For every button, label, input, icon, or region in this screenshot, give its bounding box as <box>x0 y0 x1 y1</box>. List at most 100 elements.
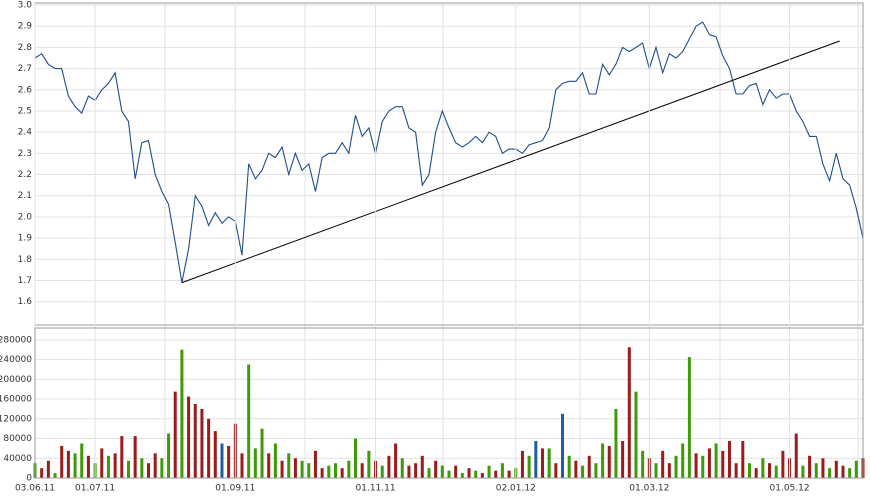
volume-bar <box>701 455 705 478</box>
volume-bar <box>460 473 464 478</box>
y-tick-label: 2.5 <box>18 106 32 116</box>
volume-bar <box>147 463 151 478</box>
x-tick-label: 01.03.12 <box>629 484 669 494</box>
volume-bar <box>300 460 304 478</box>
volume-bar <box>641 450 645 478</box>
volume-bar <box>86 455 90 478</box>
volume-bar <box>808 455 812 478</box>
volume-bar <box>280 460 284 478</box>
volume-bar <box>53 473 57 478</box>
volume-bar <box>614 408 618 478</box>
volume-bar <box>621 441 625 478</box>
volume-bar <box>360 463 364 478</box>
volume-bar <box>627 347 631 478</box>
volume-bar <box>207 418 211 478</box>
y-tick-label: 2.7 <box>18 64 32 74</box>
volume-bar <box>100 448 104 478</box>
volume-bar <box>547 448 551 478</box>
volume-bar <box>848 468 852 478</box>
volume-bar <box>200 408 204 478</box>
volume-bar <box>367 450 371 478</box>
volume-bar <box>60 445 64 478</box>
volume-bar <box>414 463 418 478</box>
volume-bar <box>133 436 137 478</box>
x-tick-label: 01.09.11 <box>215 484 255 494</box>
volume-bar <box>527 455 531 478</box>
y-tick-label: 2.3 <box>18 149 32 159</box>
volume-bar <box>227 445 231 478</box>
volume-bar <box>467 468 471 478</box>
volume-bar <box>247 364 251 478</box>
volume-bar <box>681 443 685 478</box>
price-line <box>34 21 864 283</box>
y-tick-label: 240000 <box>0 355 32 365</box>
volume-bar <box>520 450 524 478</box>
y-tick-label: 2.4 <box>18 128 33 138</box>
volume-bar <box>734 463 738 478</box>
volume-bar <box>106 455 110 478</box>
volume-bar <box>674 455 678 478</box>
volume-bar <box>567 455 571 478</box>
volume-bar <box>267 453 271 478</box>
y-tick-label: 1.9 <box>18 234 33 244</box>
volume-bar <box>253 448 257 478</box>
volume-bar <box>854 460 858 478</box>
x-tick-label: 02.01.12 <box>496 484 536 494</box>
volume-bar <box>320 468 324 478</box>
y-tick-label: 160000 <box>0 395 32 405</box>
trend-line <box>181 40 840 284</box>
volume-bar <box>721 450 725 478</box>
volume-bar <box>220 443 224 478</box>
volume-bar <box>601 443 605 478</box>
y-tick-label: 120000 <box>0 414 32 424</box>
volume-bar <box>687 357 691 478</box>
volume-bar <box>741 441 745 478</box>
y-tick-label: 2.1 <box>18 191 32 201</box>
volume-bar <box>340 468 344 478</box>
panel-frame <box>34 327 864 479</box>
volume-bar <box>587 455 591 478</box>
volume-bar <box>540 448 544 478</box>
volume-bar <box>814 463 818 478</box>
volume-bar <box>153 453 157 478</box>
volume-bar <box>46 460 50 478</box>
volume-bar <box>313 450 317 478</box>
volume-bar <box>347 460 351 478</box>
volume-bar <box>420 455 424 478</box>
volume-bar <box>574 460 578 478</box>
volume-bar <box>434 460 438 478</box>
volume-bar <box>287 453 291 478</box>
volume-bar <box>781 450 785 478</box>
volume-bar <box>654 463 658 478</box>
volume-bar <box>474 470 478 478</box>
volume-bar <box>774 465 778 478</box>
y-tick-label: 1.8 <box>18 255 33 265</box>
volume-bar <box>213 431 217 478</box>
volume-bar <box>494 470 498 478</box>
volume-bar <box>140 458 144 478</box>
volume-bar <box>73 453 77 478</box>
volume-bar <box>307 463 311 478</box>
volume-bar <box>333 463 337 478</box>
volume-bar <box>293 458 297 478</box>
x-tick-label: 01.05.12 <box>770 484 810 494</box>
y-tick-label: 80000 <box>3 434 32 444</box>
y-tick-label: 2.8 <box>18 43 33 53</box>
volume-bar <box>66 450 70 478</box>
volume-bar <box>260 428 264 478</box>
volume-bar <box>594 463 598 478</box>
volume-bar <box>354 438 358 478</box>
volume-bar <box>834 460 838 478</box>
y-tick-label: 1.7 <box>18 276 32 286</box>
volume-bar <box>768 463 772 478</box>
volume-bar <box>160 458 164 478</box>
x-tick-label: 01.07.11 <box>75 484 115 494</box>
volume-bar <box>828 468 832 478</box>
volume-bar <box>394 443 398 478</box>
y-tick-label: 2.2 <box>18 170 32 180</box>
volume-bar <box>754 468 758 478</box>
volume-bar <box>80 443 84 478</box>
